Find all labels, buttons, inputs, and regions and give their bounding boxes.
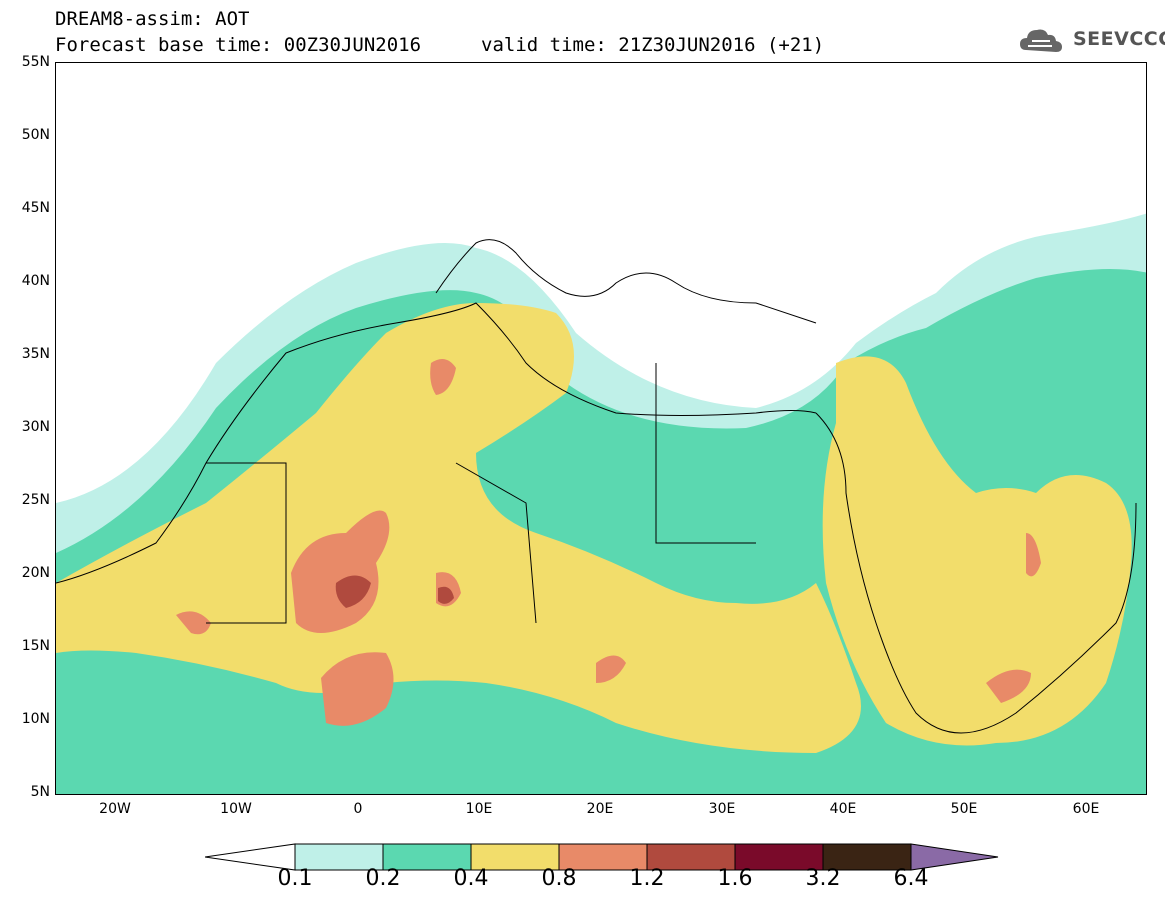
aot-band-0.8-d: [176, 611, 211, 635]
lat-label-35n: 35N: [21, 346, 50, 362]
lon-label-60e: 60E: [1072, 801, 1100, 817]
aot-band-0.8-f: [596, 655, 626, 683]
map-canvas: [56, 213, 1146, 794]
lat-label-15n: 15N: [21, 638, 50, 654]
aot-band-0.8-c: [430, 359, 456, 395]
lon-label-0: 0: [353, 801, 363, 817]
lat-label-25n: 25N: [21, 492, 50, 508]
aot-band-1.2-b: [438, 586, 454, 604]
lat-label-10n: 10N: [21, 711, 50, 727]
lat-label-40n: 40N: [21, 273, 50, 289]
aot-band-0.8-h: [1026, 533, 1041, 577]
lon-label-40e: 40E: [829, 801, 857, 817]
colorbar-swatch-0: [294, 843, 384, 871]
aot-band-0.8-b: [321, 652, 394, 726]
aot-band-1.2-a: [335, 575, 371, 608]
lat-label-30n: 30N: [21, 419, 50, 435]
colorbar-swatch-6: [822, 843, 912, 871]
aot-band-0.8-g: [986, 669, 1031, 703]
aot-band-0.4-sahara: [56, 303, 861, 753]
colorbar-label-0: 0.1: [277, 866, 313, 891]
aot-map: [55, 62, 1147, 795]
lon-label-20e: 20E: [586, 801, 614, 817]
seevccc-logo-text: SEEVCCC: [1073, 28, 1165, 50]
colorbar-label-7: 6.4: [893, 866, 929, 891]
colorbar-swatch-1: [382, 843, 472, 871]
forecast-base-time: Forecast base time: 00Z30JUN2016: [55, 34, 422, 56]
colorbar-swatch-3: [558, 843, 648, 871]
aot-band-0.8-a: [291, 510, 390, 633]
lat-label-5n: 5N: [30, 784, 50, 800]
lon-label-10e: 10E: [465, 801, 493, 817]
cloud-logo-icon: [1020, 29, 1062, 52]
colorbar-arrow-high: [910, 843, 999, 871]
colorbar-label-6: 3.2: [805, 866, 841, 891]
colorbar-label-3: 0.8: [541, 866, 577, 891]
colorbar-label-4: 1.2: [629, 866, 665, 891]
lon-label-30e: 30E: [708, 801, 736, 817]
colorbar-swatch-5: [734, 843, 824, 871]
map-title: DREAM8-assim: AOT: [55, 8, 250, 30]
colorbar-label-1: 0.2: [365, 866, 401, 891]
lon-label-50e: 50E: [950, 801, 978, 817]
valid-time: valid time: 21Z30JUN2016 (+21): [481, 34, 825, 56]
lon-label-20w: 20W: [99, 801, 131, 817]
lon-label-10w: 10W: [220, 801, 252, 817]
lat-label-20n: 20N: [21, 565, 50, 581]
aot-band-0.4-arabia: [822, 356, 1132, 746]
colorbar-legend: [205, 843, 999, 871]
lat-label-55n: 55N: [21, 54, 50, 70]
lat-label-50n: 50N: [21, 127, 50, 143]
lat-label-45n: 45N: [21, 200, 50, 216]
colorbar-label-2: 0.4: [453, 866, 489, 891]
colorbar-label-5: 1.6: [717, 866, 753, 891]
colorbar-swatch-2: [470, 843, 560, 871]
